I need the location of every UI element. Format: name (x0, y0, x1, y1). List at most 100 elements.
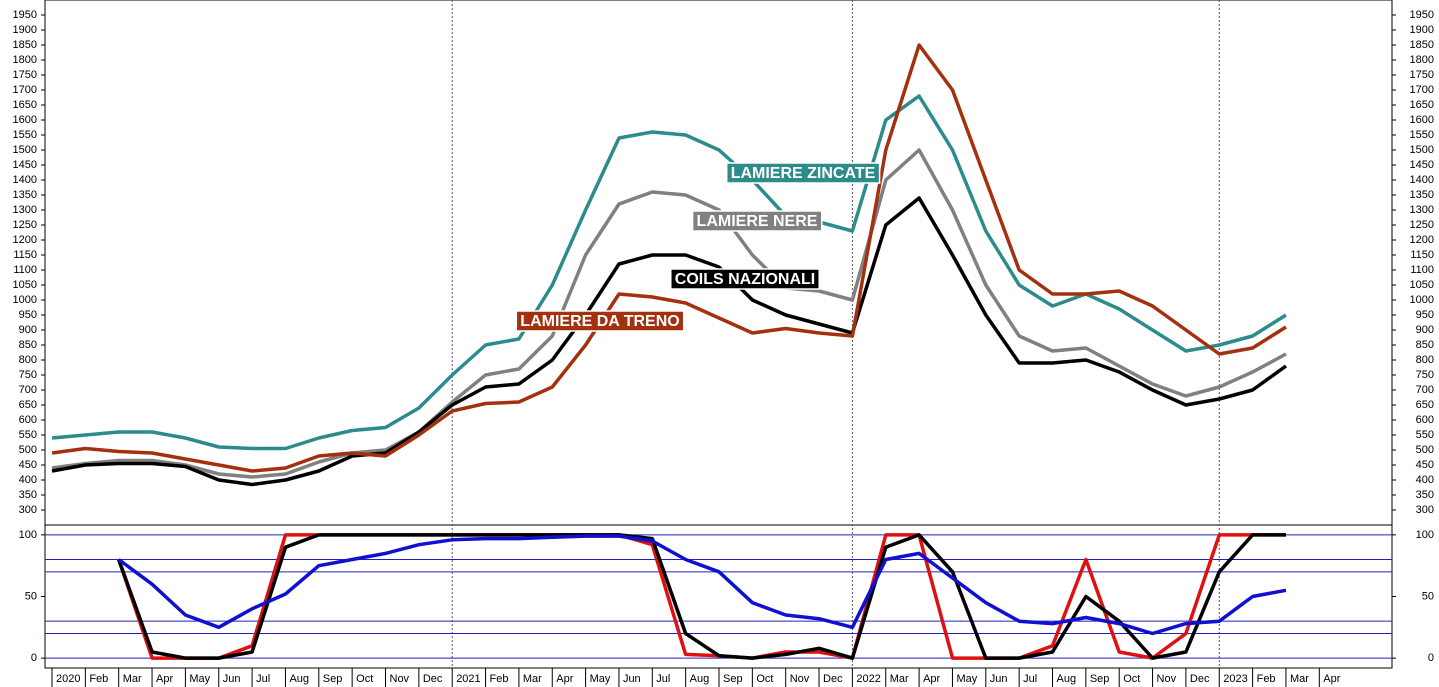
series-label-box (725, 162, 881, 184)
y-tick-label: 1100 (13, 264, 37, 276)
y-tick-label: 1250 (13, 219, 37, 231)
y-tick-label: 300 (19, 504, 37, 516)
x-tick-label: Sep (1090, 673, 1110, 685)
y-tick-label: 1750 (13, 69, 37, 81)
x-tick-label: Mar (890, 673, 909, 685)
y-tick-label: 450 (19, 459, 37, 471)
y-tick-label: 50 (25, 590, 37, 602)
x-tick-label: Feb (1257, 673, 1276, 685)
x-tick-label: Oct (1123, 673, 1140, 685)
y-tick-label: 900 (1416, 324, 1434, 336)
series-line (117, 533, 1286, 660)
x-tick-label: Apr (156, 673, 173, 685)
y-tick-label: 1700 (13, 84, 37, 96)
series-label-box (670, 268, 820, 290)
y-tick-label: 100 (19, 529, 37, 541)
y-tick-label: 50 (1422, 590, 1434, 602)
x-tick-label: Jul (1023, 673, 1037, 685)
y-tick-label: 750 (19, 369, 37, 381)
x-tick-label: 2023 (1223, 673, 1247, 685)
y-tick-label: 1700 (1410, 84, 1434, 96)
series-label-box (691, 210, 823, 232)
y-tick-label: 1050 (13, 279, 37, 291)
y-tick-label: 700 (19, 384, 37, 396)
y-tick-label: 500 (19, 444, 37, 456)
y-tick-label: 300 (1416, 504, 1434, 516)
y-tick-label: 1500 (13, 144, 37, 156)
y-tick-label: 1150 (1410, 249, 1434, 261)
x-tick-label: May (590, 673, 611, 685)
x-tick-label: Dec (423, 673, 443, 685)
y-tick-label: 1100 (1410, 264, 1434, 276)
x-tick-label: Nov (790, 673, 810, 685)
x-tick-label: Feb (89, 673, 108, 685)
y-tick-label: 1850 (1410, 39, 1434, 51)
y-tick-label: 800 (19, 354, 37, 366)
y-tick-label: 750 (1416, 369, 1434, 381)
y-tick-label: 1600 (13, 114, 37, 126)
y-tick-label: 700 (1416, 384, 1434, 396)
y-tick-label: 1000 (1410, 294, 1434, 306)
series-label: COILS NAZIONALI (670, 268, 820, 290)
y-tick-label: 1400 (1410, 174, 1434, 186)
x-tick-label: Jun (223, 673, 241, 685)
series-label-text: COILS NAZIONALI (675, 271, 815, 288)
y-tick-label: 1600 (1410, 114, 1434, 126)
series-label-text: LAMIERE DA TRENO (520, 313, 679, 330)
y-tick-label: 400 (1416, 474, 1434, 486)
x-tick-label: Sep (323, 673, 343, 685)
x-tick-label: Jun (623, 673, 641, 685)
y-tick-label: 1300 (1410, 204, 1434, 216)
y-tick-label: 350 (1416, 489, 1434, 501)
y-tick-label: 1750 (1410, 69, 1434, 81)
y-tick-label: 1350 (1410, 189, 1434, 201)
x-tick-label: Mar (523, 673, 542, 685)
series-line (51, 148, 1287, 479)
y-tick-label: 1550 (13, 129, 37, 141)
x-tick-label: Jun (990, 673, 1008, 685)
series-label-text: LAMIERE ZINCATE (731, 165, 876, 182)
x-tick-label: Apr (1323, 673, 1340, 685)
y-tick-label: 1150 (13, 249, 37, 261)
y-tick-label: 100 (1416, 529, 1434, 541)
y-tick-label: 1650 (13, 99, 37, 111)
y-tick-label: 950 (19, 309, 37, 321)
y-tick-label: 450 (1416, 459, 1434, 471)
y-tick-label: 850 (19, 339, 37, 351)
y-tick-label: 400 (19, 474, 37, 486)
x-tick-label: Dec (823, 673, 843, 685)
x-tick-label: 2022 (856, 673, 880, 685)
y-tick-label: 650 (19, 399, 37, 411)
series-label: LAMIERE NERE (691, 210, 823, 232)
series-line (51, 43, 1287, 473)
x-tick-label: Oct (756, 673, 773, 685)
x-tick-label: Aug (1057, 673, 1077, 685)
y-tick-label: 1400 (13, 174, 37, 186)
x-tick-label: Oct (356, 673, 373, 685)
x-tick-label: Dec (1190, 673, 1210, 685)
y-tick-label: 550 (1416, 429, 1434, 441)
y-tick-label: 1850 (13, 39, 37, 51)
x-tick-label: Mar (1290, 673, 1309, 685)
x-tick-label: Jul (256, 673, 270, 685)
y-tick-label: 600 (19, 414, 37, 426)
series-label-box (515, 310, 685, 332)
x-tick-label: Nov (1157, 673, 1177, 685)
y-tick-label: 1000 (13, 294, 37, 306)
x-tick-label: 2020 (56, 673, 80, 685)
y-tick-label: 1250 (1410, 219, 1434, 231)
y-tick-label: 1050 (1410, 279, 1434, 291)
x-tick-label: Mar (123, 673, 142, 685)
y-tick-label: 550 (19, 429, 37, 441)
y-tick-label: 1650 (1410, 99, 1434, 111)
y-tick-label: 1200 (1410, 234, 1434, 246)
x-tick-label: Jul (656, 673, 670, 685)
series-label: LAMIERE DA TRENO (515, 310, 685, 332)
y-tick-label: 1450 (1410, 159, 1434, 171)
y-tick-label: 1900 (13, 24, 37, 36)
y-tick-label: 1350 (13, 189, 37, 201)
series-line (117, 533, 1286, 660)
y-tick-label: 1950 (13, 9, 37, 21)
y-tick-label: 1500 (1410, 144, 1434, 156)
series-label-text: LAMIERE NERE (697, 213, 818, 230)
